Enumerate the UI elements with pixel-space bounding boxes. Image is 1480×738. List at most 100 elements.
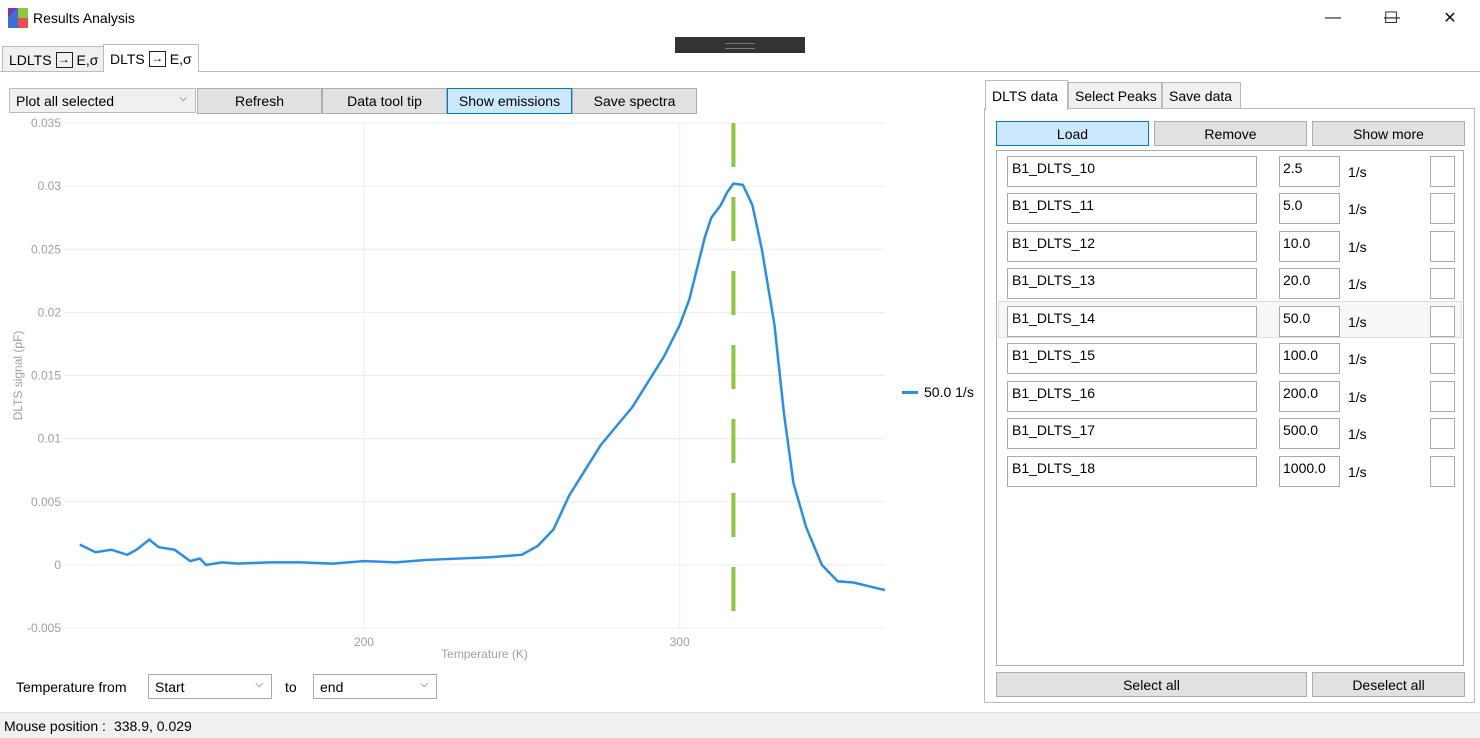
show-emissions-button[interactable]: Show emissions xyxy=(447,88,572,114)
y-tick-label: 0.035 xyxy=(31,116,61,130)
select-checkbox[interactable] xyxy=(1430,193,1455,224)
data-tool-tip-button[interactable]: Data tool tip xyxy=(322,88,447,114)
rate-field[interactable]: 10.0 xyxy=(1279,231,1340,262)
refresh-button[interactable]: Refresh xyxy=(197,88,322,114)
rate-field[interactable]: 2.5 xyxy=(1279,156,1340,187)
select-checkbox[interactable] xyxy=(1430,268,1455,299)
app-icon xyxy=(8,8,28,28)
select-checkbox[interactable] xyxy=(1430,231,1455,262)
x-tick-label: 200 xyxy=(354,635,374,649)
y-tick-labels: -0.005 0 0.005 0.01 0.015 0.02 0.025 0.03 0.035 xyxy=(27,116,61,635)
maximize-icon[interactable]: ☐ xyxy=(1383,10,1399,27)
spectrum-name-field[interactable]: B1_DLTS_18 xyxy=(1007,456,1257,487)
select-checkbox[interactable] xyxy=(1430,343,1455,374)
close-icon[interactable]: ✕ xyxy=(1443,10,1457,27)
rate-unit: 1/s xyxy=(1348,314,1367,330)
rate-unit: 1/s xyxy=(1348,389,1367,405)
temperature-to-select[interactable]: end ⌵ xyxy=(313,674,437,699)
list-item[interactable]: B1_DLTS_12 10.0 1/s xyxy=(998,226,1462,263)
select-checkbox[interactable] xyxy=(1430,381,1455,412)
list-item[interactable]: B1_DLTS_10 2.5 1/s xyxy=(998,151,1462,188)
tab-select-peaks[interactable]: Select Peaks xyxy=(1068,82,1162,109)
tab-dlts-label: DLTS xyxy=(110,50,145,67)
y-tick-label: 0.005 xyxy=(31,495,61,509)
temperature-from-select[interactable]: Start ⌵ xyxy=(148,674,272,699)
select-all-button[interactable]: Select all xyxy=(996,672,1307,697)
rate-field[interactable]: 500.0 xyxy=(1279,418,1340,449)
list-item[interactable]: B1_DLTS_18 1000.0 1/s xyxy=(998,451,1462,488)
save-spectra-button[interactable]: Save spectra xyxy=(572,88,697,114)
y-tick-label: 0 xyxy=(54,558,61,572)
select-checkbox[interactable] xyxy=(1430,306,1455,337)
mouse-position-label: Mouse position : xyxy=(4,717,106,734)
spectra-list: B1_DLTS_10 2.5 1/s B1_DLTS_11 5.0 1/s B1… xyxy=(996,150,1464,666)
chart-legend: 50.0 1/s xyxy=(902,384,974,400)
temperature-to-value: end xyxy=(320,678,344,695)
rate-unit: 1/s xyxy=(1348,276,1367,292)
tab-dlts[interactable]: DLTS → E,σ xyxy=(103,44,199,72)
select-checkbox[interactable] xyxy=(1430,418,1455,449)
arrow-icon: → xyxy=(148,50,166,67)
spectrum-name-field[interactable]: B1_DLTS_12 xyxy=(1007,231,1257,262)
rate-field[interactable]: 100.0 xyxy=(1279,343,1340,374)
spectrum-name-field[interactable]: B1_DLTS_16 xyxy=(1007,381,1257,412)
spectrum-name-field[interactable]: B1_DLTS_17 xyxy=(1007,418,1257,449)
title-bar: Results Analysis — xyxy=(0,0,1480,36)
list-item[interactable]: B1_DLTS_14 50.0 1/s xyxy=(998,301,1462,338)
temperature-to-label: to xyxy=(285,679,297,695)
select-checkbox[interactable] xyxy=(1430,456,1455,487)
list-item[interactable]: B1_DLTS_16 200.0 1/s xyxy=(998,376,1462,413)
minimize-icon[interactable]: — xyxy=(1325,9,1341,26)
rate-field[interactable]: 20.0 xyxy=(1279,268,1340,299)
list-item[interactable]: B1_DLTS_15 100.0 1/s xyxy=(998,338,1462,375)
chevron-down-icon: ⌵ xyxy=(179,93,187,104)
rate-field[interactable]: 1000.0 xyxy=(1279,456,1340,487)
y-tick-label: 0.025 xyxy=(31,242,61,256)
rate-unit: 1/s xyxy=(1348,201,1367,217)
plot-mode-value: Plot all selected xyxy=(16,92,115,109)
tab-ldlts-suffix: E,σ xyxy=(76,51,99,68)
legend-label: 50.0 1/s xyxy=(924,384,974,400)
list-item[interactable]: B1_DLTS_13 20.0 1/s xyxy=(998,263,1462,300)
y-tick-label: -0.005 xyxy=(27,621,61,635)
series-line-50 xyxy=(79,182,886,592)
tab-dlts-data[interactable]: DLTS data xyxy=(985,80,1068,110)
list-item[interactable]: B1_DLTS_11 5.0 1/s xyxy=(998,188,1462,225)
rate-field[interactable]: 5.0 xyxy=(1279,193,1340,224)
plot-mode-select[interactable]: Plot all selected ⌵ xyxy=(9,88,196,113)
spectrum-name-field[interactable]: B1_DLTS_14 xyxy=(1007,306,1257,337)
list-item[interactable]: B1_DLTS_17 500.0 1/s xyxy=(998,413,1462,450)
rate-unit: 1/s xyxy=(1348,464,1367,480)
tab-save-data[interactable]: Save data xyxy=(1162,82,1241,109)
minimize-button[interactable]: — xyxy=(1384,9,1400,26)
load-button[interactable]: Load xyxy=(996,121,1149,146)
dlts-chart[interactable]: -0.00500.0050.010.0150.020.0250.030.035 … xyxy=(0,114,900,664)
spectrum-name-field[interactable]: B1_DLTS_11 xyxy=(1007,193,1257,224)
tab-divider xyxy=(0,71,1480,72)
deselect-all-button[interactable]: Deselect all xyxy=(1312,672,1465,697)
rate-field[interactable]: 200.0 xyxy=(1279,381,1340,412)
select-checkbox[interactable] xyxy=(1430,156,1455,187)
rate-field[interactable]: 50.0 xyxy=(1279,306,1340,337)
window-title: Results Analysis xyxy=(33,10,135,26)
remove-button[interactable]: Remove xyxy=(1154,121,1307,146)
y-axis-label: DLTS signal (pF) xyxy=(11,331,25,421)
show-more-button[interactable]: Show more xyxy=(1312,121,1465,146)
status-bar: Mouse position : 338.9, 0.029 xyxy=(0,712,1480,738)
tab-dlts-suffix: E,σ xyxy=(169,50,192,67)
splitter-grip[interactable] xyxy=(675,37,805,53)
spectrum-name-field[interactable]: B1_DLTS_15 xyxy=(1007,343,1257,374)
tab-ldlts[interactable]: LDLTS → E,σ xyxy=(2,46,106,72)
y-tick-label: 0.03 xyxy=(38,179,62,193)
arrow-icon: → xyxy=(55,51,73,68)
mouse-position-value: 338.9, 0.029 xyxy=(113,717,192,734)
spectrum-name-field[interactable]: B1_DLTS_10 xyxy=(1007,156,1257,187)
rate-unit: 1/s xyxy=(1348,351,1367,367)
rate-unit: 1/s xyxy=(1348,164,1367,180)
y-tick-label: 0.015 xyxy=(31,369,61,383)
x-axis-label: Temperature (K) xyxy=(441,647,528,661)
rate-unit: 1/s xyxy=(1348,239,1367,255)
x-tick-label: 300 xyxy=(670,635,690,649)
chevron-down-icon: ⌵ xyxy=(420,679,428,690)
spectrum-name-field[interactable]: B1_DLTS_13 xyxy=(1007,268,1257,299)
